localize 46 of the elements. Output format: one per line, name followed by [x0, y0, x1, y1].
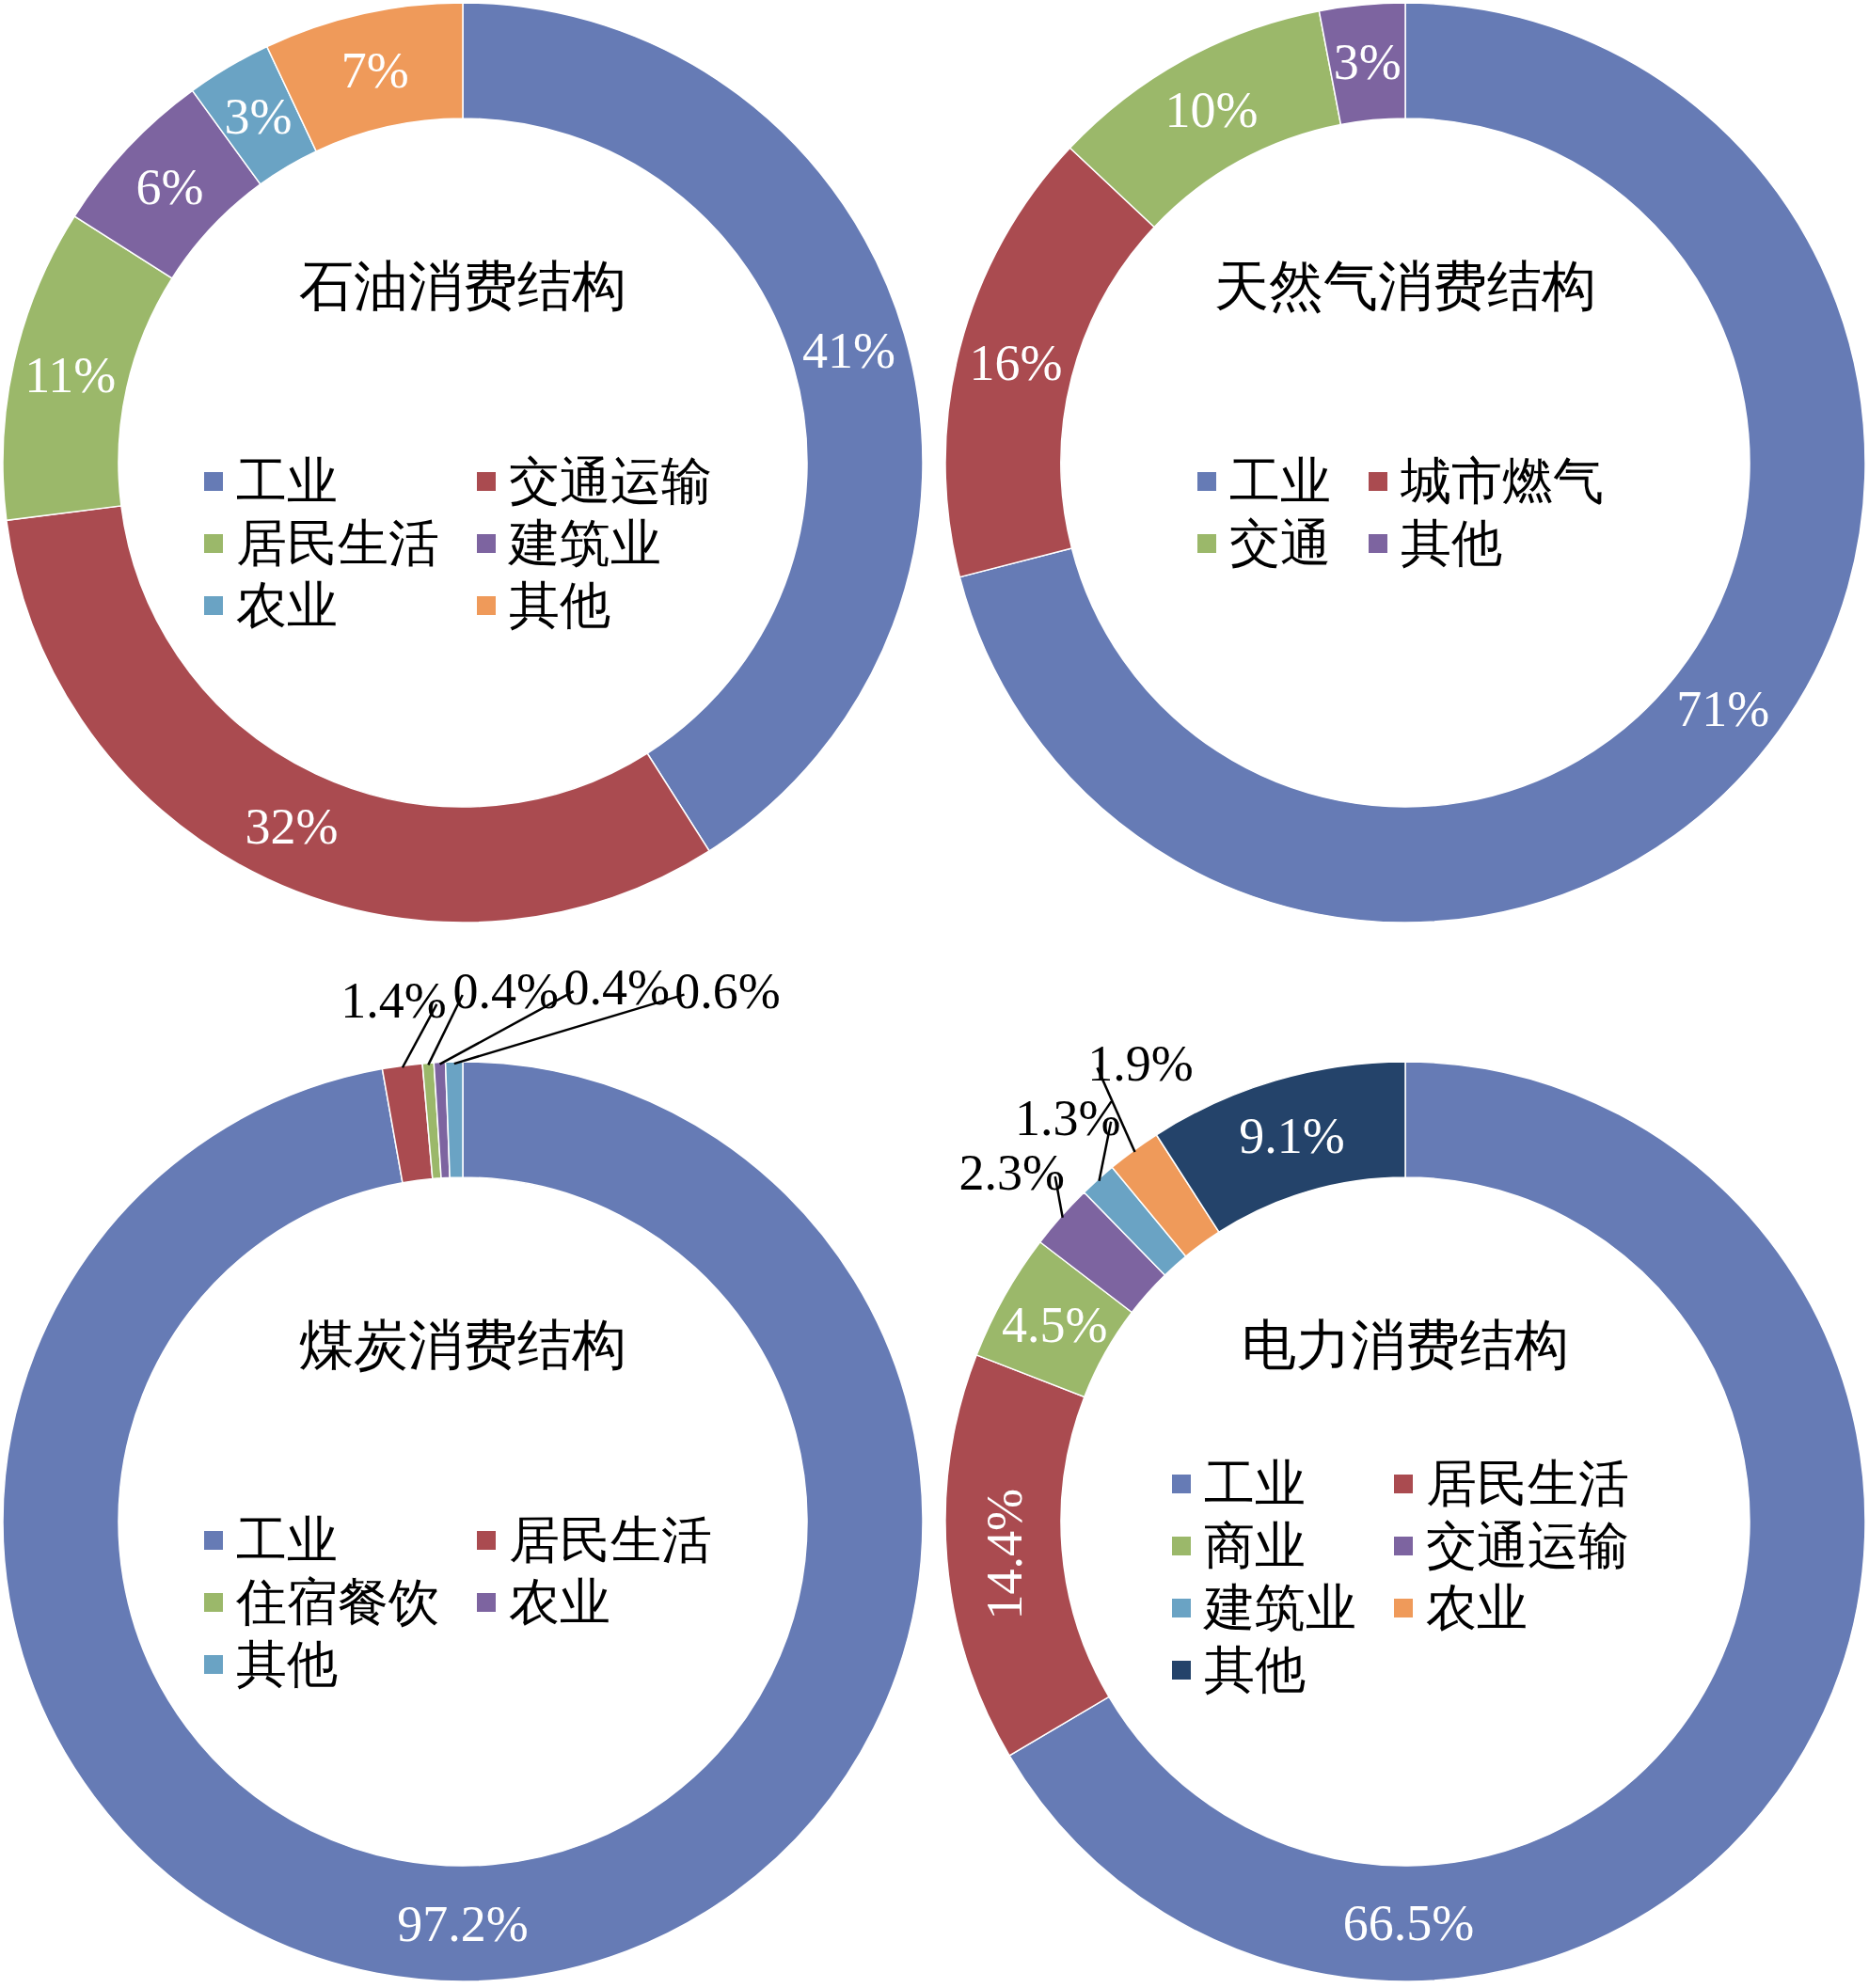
legend-label: 其他 — [1204, 1642, 1306, 1698]
data-label: 3% — [1333, 34, 1402, 91]
data-label: 4.5% — [1002, 1296, 1108, 1353]
legend-label: 居民生活 — [1426, 1456, 1629, 1512]
data-label: 10% — [1164, 82, 1259, 139]
data-label: 1.4% — [341, 971, 447, 1029]
data-label: 41% — [802, 322, 896, 379]
legend-label: 工业 — [1204, 1456, 1306, 1512]
text: 煤炭消费结构 — [299, 1314, 626, 1376]
data-label: 9.1% — [1239, 1107, 1345, 1164]
text: 天然气消费结构 — [1214, 255, 1596, 317]
text: 石油消费结构 — [299, 255, 626, 317]
data-label: 6% — [135, 159, 204, 216]
legend-label: 城市燃气 — [1400, 453, 1604, 510]
legend-label: 工业 — [236, 1512, 338, 1569]
legend-label: 住宿餐饮 — [235, 1574, 439, 1631]
legend-label: 建筑业 — [1202, 1580, 1356, 1636]
legend-label: 农业 — [1426, 1580, 1528, 1636]
legend-label: 其他 — [1401, 515, 1502, 572]
data-label: 7% — [341, 41, 409, 99]
legend-label: 居民生活 — [236, 515, 439, 572]
legend-label: 农业 — [236, 577, 338, 634]
data-label: 2.3% — [958, 1144, 1066, 1202]
data-label: 11% — [24, 346, 117, 403]
legend-label: 工业 — [1229, 453, 1331, 510]
data-label: 32% — [245, 797, 339, 855]
legend-label: 交通运输 — [509, 453, 712, 510]
legend-label: 商业 — [1204, 1518, 1306, 1574]
data-label: 71% — [1676, 681, 1770, 738]
legend-label: 建筑业 — [507, 515, 661, 572]
legend-label: 其他 — [509, 577, 610, 634]
legend-label: 其他 — [236, 1636, 338, 1693]
text: 电力消费结构 — [1242, 1314, 1569, 1376]
legend-label: 居民生活 — [509, 1512, 712, 1569]
legend-label: 交通运输 — [1426, 1518, 1629, 1574]
data-label: 14.4% — [975, 1489, 1033, 1620]
legend-label: 交通 — [1229, 515, 1331, 572]
data-label: 0.4% — [452, 962, 559, 1019]
data-label: 16% — [969, 334, 1063, 391]
data-label: 0.6% — [674, 962, 781, 1019]
data-label: 0.4% — [563, 959, 670, 1017]
data-label: 3% — [224, 88, 293, 146]
data-label: 66.5% — [1342, 1895, 1475, 1952]
legend-label: 工业 — [236, 453, 338, 510]
legend-label: 农业 — [509, 1574, 610, 1631]
data-label: 97.2% — [397, 1895, 529, 1952]
